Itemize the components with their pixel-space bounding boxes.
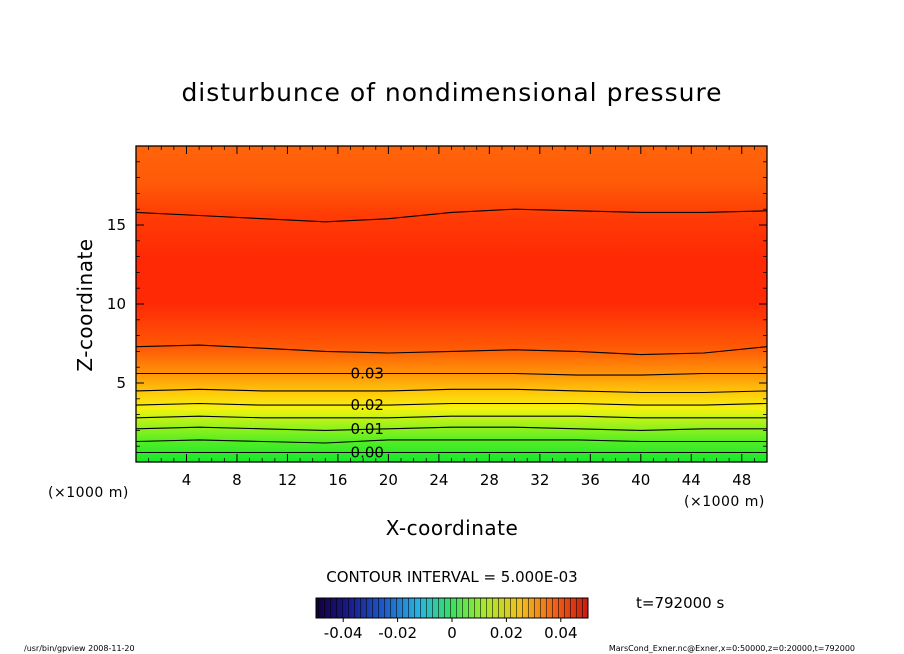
contour-labels: 0.00 0.01 0.02 0.03 — [351, 365, 384, 462]
contour-label: 0.02 — [351, 396, 384, 414]
chart-title: disturbunce of nondimensional pressure — [181, 78, 722, 107]
footer-left: /usr/bin/gpview 2008-11-20 — [24, 644, 135, 653]
x-tick-label: 20 — [379, 471, 398, 489]
x-tick-label: 16 — [328, 471, 347, 489]
colorbar: -0.04 -0.02 0 0.02 0.04 — [315, 597, 589, 642]
x-tick-label: 8 — [232, 471, 242, 489]
contour-line-3 — [136, 415, 767, 419]
x-tick-label: 24 — [429, 471, 448, 489]
contour-line-6 — [136, 372, 767, 376]
y-tick-label: 10 — [107, 295, 126, 313]
contour-line-7 — [136, 344, 767, 356]
y-tick-label: 15 — [107, 216, 126, 234]
colorbar-tick-label: 0 — [447, 624, 457, 642]
colorbar-tick-label: 0.04 — [544, 624, 577, 642]
time-text: t=792000 s — [636, 594, 724, 612]
colorbar-tick-label: -0.02 — [378, 624, 417, 642]
contour-line-4 — [136, 402, 767, 406]
x-tick-label: 40 — [631, 471, 650, 489]
footer-right: MarsCond_Exner.nc@Exner,x=0:50000,z=0:20… — [609, 644, 855, 653]
x-tick-label: 12 — [278, 471, 297, 489]
colorbar-ticks: -0.04 -0.02 0 0.02 0.04 — [324, 618, 578, 642]
x-tick-label: 32 — [530, 471, 549, 489]
y-axis-label: Z-coordinate — [73, 238, 97, 371]
contour-label: 0.00 — [351, 444, 384, 462]
x-tick-label: 36 — [581, 471, 600, 489]
y-ticks: 5 10 15 — [107, 161, 767, 447]
contour-lines — [136, 208, 767, 454]
colorbar-tick-label: 0.02 — [490, 624, 523, 642]
colorbar-tick-label: -0.04 — [324, 624, 363, 642]
y-unit-label: (×1000 m) — [48, 485, 129, 501]
x-tick-label: 44 — [682, 471, 701, 489]
heatmap-field — [136, 146, 767, 462]
contour-line-2 — [136, 426, 767, 431]
contour-line-1 — [136, 439, 767, 444]
contour-interval-text: CONTOUR INTERVAL = 5.000E-03 — [326, 568, 577, 586]
contour-line-8 — [136, 208, 767, 223]
y-tick-label: 5 — [116, 374, 126, 392]
x-tick-label: 4 — [182, 471, 192, 489]
x-axis-label: X-coordinate — [386, 516, 519, 540]
x-ticks: 4 8 12 16 20 24 28 32 36 40 44 48 — [148, 146, 755, 489]
contour-label: 0.01 — [351, 420, 384, 438]
x-unit-label: (×1000 m) — [684, 494, 765, 510]
x-tick-label: 28 — [480, 471, 499, 489]
x-tick-label: 48 — [732, 471, 751, 489]
contour-label: 0.03 — [351, 365, 384, 383]
contour-line-5 — [136, 388, 767, 394]
